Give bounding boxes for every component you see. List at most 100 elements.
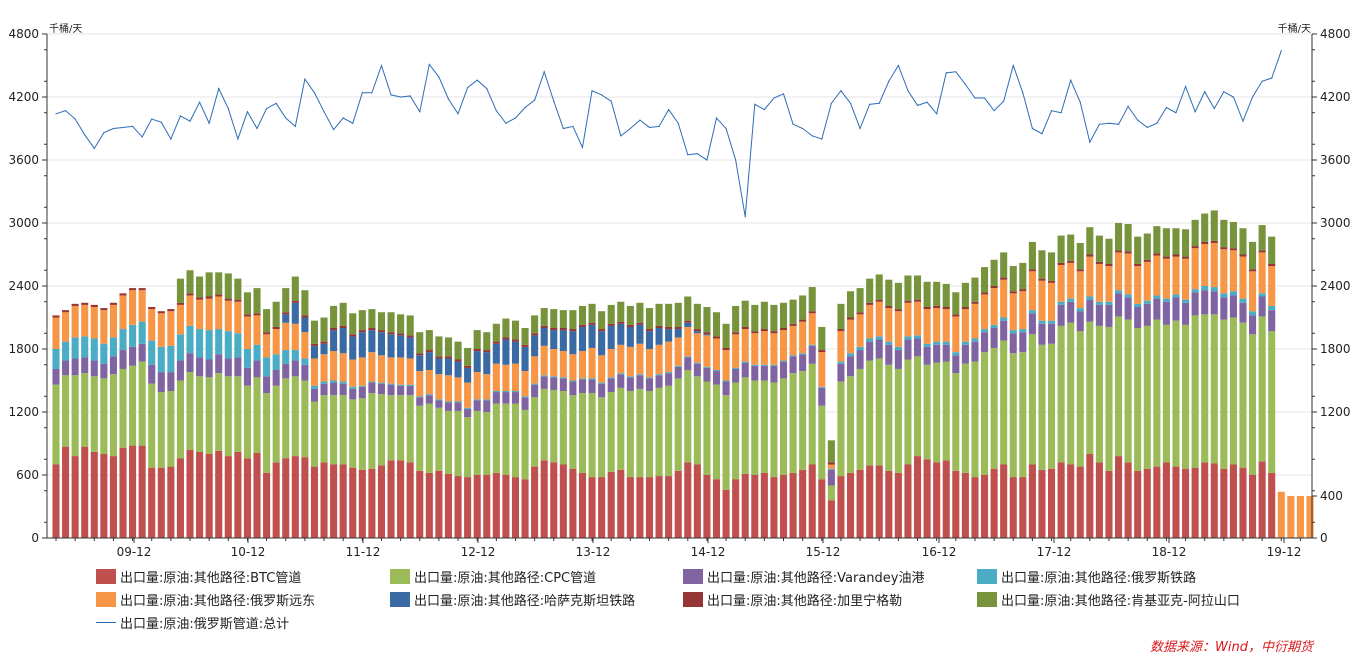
bar-segment-0 bbox=[559, 464, 567, 538]
bar-segment-4 bbox=[770, 333, 778, 365]
bar-segment-1 bbox=[1172, 320, 1180, 467]
bar-segment-6 bbox=[397, 333, 405, 336]
bar-segment-7 bbox=[617, 301, 625, 322]
bar-segment-7 bbox=[1134, 236, 1142, 264]
bar-segment-6 bbox=[980, 292, 989, 295]
total-line-point bbox=[227, 107, 229, 110]
legend-label: 出口量:原油:其他路径:Varandey油港 bbox=[707, 570, 925, 586]
bar-segment-0 bbox=[923, 459, 931, 538]
bar-segment-4 bbox=[674, 337, 682, 366]
total-line-point bbox=[294, 125, 296, 127]
bar-segment-1 bbox=[636, 388, 644, 478]
bar-segment-4 bbox=[435, 374, 443, 400]
bar-segment-5 bbox=[511, 341, 520, 364]
bar-segment-7 bbox=[741, 300, 749, 327]
bar-segment-7 bbox=[732, 305, 740, 333]
bar-segment-6 bbox=[282, 312, 290, 315]
bar-segment-4 bbox=[971, 303, 979, 339]
bar-segment-0 bbox=[789, 472, 797, 538]
bar-segment-7 bbox=[435, 336, 443, 357]
bar-segment-4 bbox=[1048, 282, 1056, 321]
bar-segment-7 bbox=[272, 301, 280, 327]
bar-segment-7 bbox=[330, 305, 338, 328]
bar-segment-7 bbox=[1086, 227, 1094, 255]
y-right-tick-label: 400 bbox=[1320, 489, 1343, 503]
bar-segment-2 bbox=[684, 357, 692, 370]
bar-segment-3 bbox=[799, 353, 807, 355]
bar-segment-3 bbox=[952, 352, 960, 356]
y-left-tick-label: 3600 bbox=[8, 153, 39, 167]
forecast-bar bbox=[1287, 496, 1295, 538]
bar-segment-7 bbox=[444, 337, 453, 357]
y-left-tick-label: 4200 bbox=[8, 90, 39, 104]
bar-segment-3 bbox=[263, 357, 271, 377]
x-tick-label: 14-12 bbox=[691, 545, 726, 559]
bar-segment-4 bbox=[569, 354, 577, 381]
bar-segment-0 bbox=[263, 472, 271, 538]
bar-segment-6 bbox=[368, 328, 376, 331]
bar-segment-0 bbox=[846, 472, 855, 538]
bar-segment-6 bbox=[464, 365, 472, 368]
bar-segment-3 bbox=[416, 396, 424, 398]
bar-segment-1 bbox=[961, 363, 969, 473]
bar-segment-2 bbox=[693, 363, 701, 377]
bar-segment-4 bbox=[626, 346, 634, 377]
bar-segment-7 bbox=[1057, 235, 1065, 263]
bar-segment-1 bbox=[818, 405, 826, 480]
bar-segment-6 bbox=[483, 350, 491, 353]
bar-segment-3 bbox=[636, 374, 644, 376]
bar-segment-1 bbox=[310, 401, 318, 467]
bar-segment-1 bbox=[1220, 319, 1228, 469]
legend-label: 出口量:原油:其他路径:哈萨克斯坦铁路 bbox=[414, 593, 636, 609]
bar-segment-3 bbox=[894, 346, 902, 351]
bar-segment-4 bbox=[732, 334, 740, 368]
legend-swatch bbox=[683, 568, 703, 584]
bar-segment-0 bbox=[856, 469, 864, 538]
total-line-point bbox=[1070, 79, 1072, 81]
bar-segment-4 bbox=[559, 351, 567, 378]
bar-segment-0 bbox=[770, 477, 778, 538]
bar-segment-2 bbox=[741, 362, 749, 378]
bar-segment-5 bbox=[330, 330, 338, 352]
bar-segment-4 bbox=[1249, 271, 1257, 312]
total-line-point bbox=[246, 111, 249, 113]
bar-segment-4 bbox=[100, 310, 108, 344]
bar-segment-4 bbox=[90, 307, 98, 339]
bar-segment-4 bbox=[71, 305, 79, 338]
bar-segment-3 bbox=[626, 376, 634, 378]
total-line-point bbox=[266, 107, 268, 110]
bar-segment-2 bbox=[942, 344, 950, 362]
bar-segment-6 bbox=[626, 324, 634, 327]
bar-segment-4 bbox=[1028, 271, 1036, 311]
bar-segment-3 bbox=[1009, 330, 1017, 334]
bar-segment-2 bbox=[502, 392, 510, 404]
total-line-point bbox=[55, 113, 57, 115]
bar-segment-2 bbox=[301, 364, 309, 381]
bar-segment-3 bbox=[760, 364, 768, 366]
bar-segment-6 bbox=[837, 329, 845, 332]
total-line-point bbox=[486, 88, 488, 90]
bar-segment-7 bbox=[387, 312, 395, 333]
bar-segment-4 bbox=[636, 343, 644, 375]
total-line-point bbox=[754, 103, 756, 105]
bar-segment-3 bbox=[157, 346, 165, 373]
bar-segment-5 bbox=[339, 328, 347, 354]
total-line-point bbox=[371, 92, 373, 94]
bar-segment-6 bbox=[1019, 289, 1027, 292]
bar-segment-6 bbox=[818, 350, 826, 353]
total-line-point bbox=[1223, 91, 1225, 93]
bar-segment-7 bbox=[464, 347, 472, 366]
bar-segment-0 bbox=[550, 462, 558, 538]
bar-segment-6 bbox=[588, 322, 596, 325]
bar-segment-1 bbox=[1134, 328, 1142, 471]
total-line-point bbox=[189, 120, 191, 122]
total-line-point bbox=[581, 146, 584, 148]
bar-segment-0 bbox=[157, 467, 165, 538]
bar-segment-3 bbox=[253, 344, 261, 361]
x-tick-label: 10-12 bbox=[231, 545, 266, 559]
bar-segment-3 bbox=[846, 353, 855, 357]
total-line-point bbox=[275, 102, 277, 104]
bar-segment-3 bbox=[1258, 293, 1266, 297]
bar-segment-4 bbox=[598, 355, 606, 383]
bar-segment-4 bbox=[1105, 266, 1113, 302]
